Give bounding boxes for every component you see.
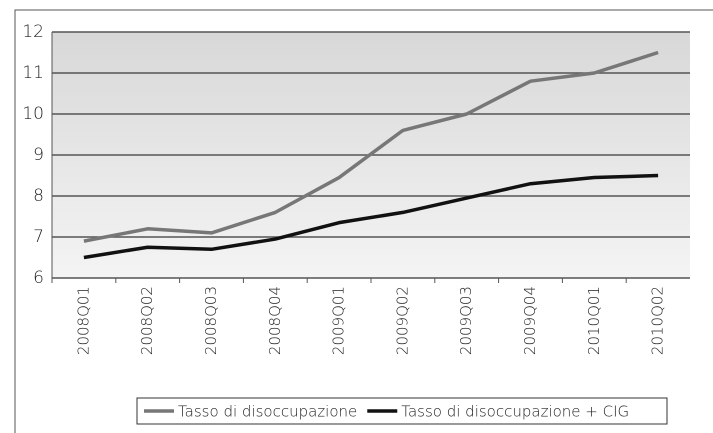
x-tick-label: 2009Q01 [330, 286, 348, 355]
x-tick-label: 2009Q03 [457, 286, 475, 355]
legend-box [136, 397, 668, 425]
legend-label: Tasso di disoccupazione + CIG [401, 403, 629, 421]
y-tick-label: 8 [33, 186, 44, 206]
legend-label: Tasso di disoccupazione [178, 403, 357, 421]
y-tick-label: 11 [22, 63, 44, 83]
x-tick-label: 2010Q01 [585, 286, 603, 355]
series-line [83, 173, 659, 260]
x-tick-label: 2008Q04 [266, 286, 284, 355]
x-tick-label: 2010Q02 [649, 286, 667, 355]
y-tick-label: 6 [33, 268, 44, 288]
x-tick-label: 2009Q04 [521, 286, 539, 355]
y-tick-label: 9 [33, 145, 44, 165]
x-tick-label: 2008Q02 [138, 286, 156, 355]
x-tick-label: 2009Q02 [393, 286, 411, 355]
y-tick-label: 10 [22, 104, 44, 124]
x-tick-label: 2008Q01 [74, 286, 92, 355]
y-tick-label: 7 [33, 227, 44, 247]
series-line [83, 50, 659, 243]
x-tick-label: 2008Q03 [202, 286, 220, 355]
y-tick-label: 12 [22, 22, 44, 42]
frame [14, 9, 713, 433]
